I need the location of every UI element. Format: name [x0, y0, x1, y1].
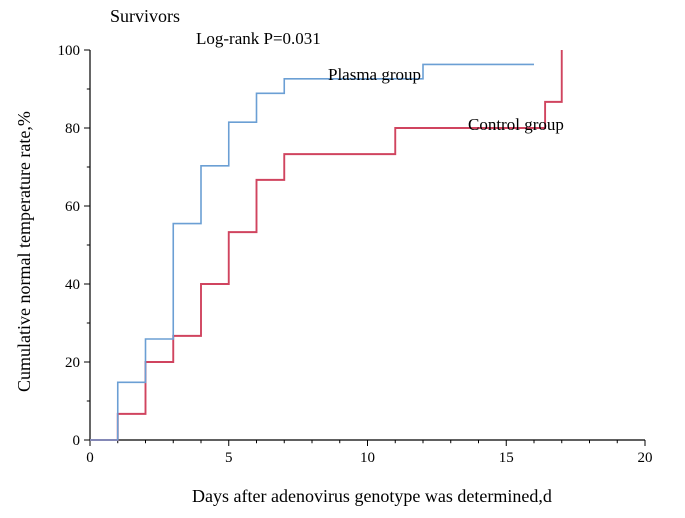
chart-svg: 0 5 10 15 20 0 20 40 60 80 100 Survivors Log-rank P=… [0, 0, 685, 518]
y-tick-label: 0 [73, 433, 81, 449]
x-tick-label: 0 [86, 450, 94, 466]
y-tick-label: 80 [65, 121, 80, 137]
plasma-label: Plasma group [328, 65, 421, 84]
y-tick-label: 100 [58, 43, 81, 59]
x-tick-label: 20 [638, 450, 653, 466]
x-tick-label: 10 [360, 450, 375, 466]
y-axis-label: Cumulative normal temperature rate,% [14, 111, 34, 392]
km-chart: 0 5 10 15 20 0 20 40 60 80 100 Survivors Log-rank P=… [0, 0, 685, 518]
y-tick-label: 60 [65, 199, 80, 215]
x-tick-label: 5 [225, 450, 233, 466]
y-tick-label: 20 [65, 355, 80, 371]
title-text: Survivors [110, 6, 180, 26]
logrank-text: Log-rank P=0.031 [196, 29, 321, 48]
x-axis-label: Days after adenovirus genotype was deter… [192, 486, 552, 506]
control-label: Control group [468, 115, 564, 134]
x-tick-label: 15 [499, 450, 514, 466]
y-tick-label: 40 [65, 277, 80, 293]
